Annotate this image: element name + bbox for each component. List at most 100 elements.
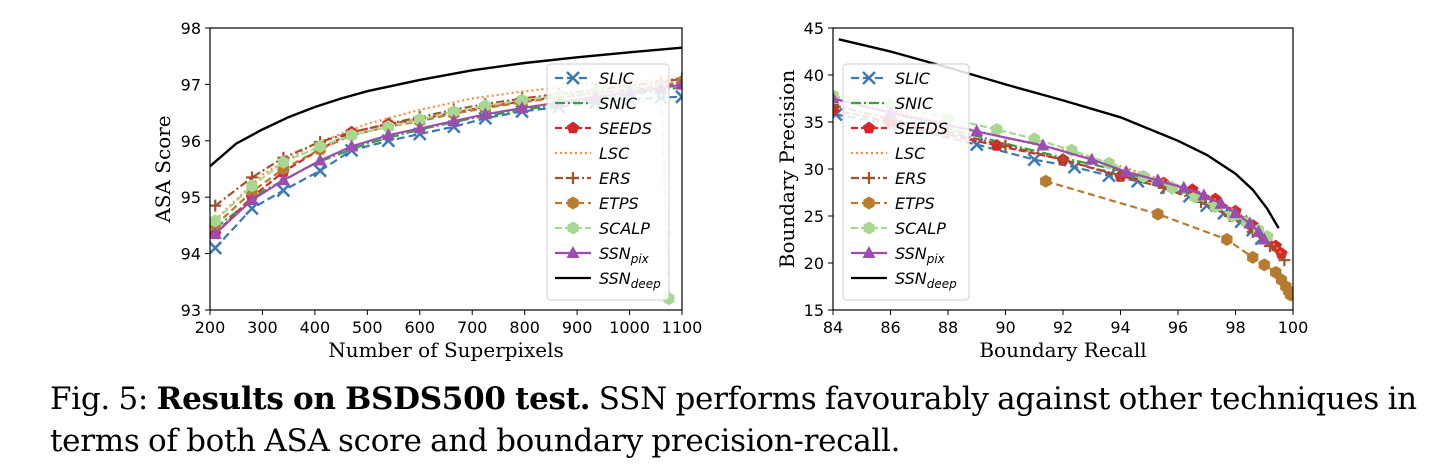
legend-label-ers: ERS [895,169,926,188]
legend-label-lsc: LSC [599,144,630,163]
point-etps [1258,258,1270,272]
figure: 200 300 400 500 600 700 800 900 1000 1100 93 94 95 96… [151,19,1308,362]
y-axis-label: ASA Score [151,115,175,223]
point-ssn-pix [1229,206,1242,219]
legend-marker-ers [863,172,875,184]
point-ers [210,199,222,212]
legend-marker-etps [567,196,579,210]
legend-label-etps: ETPS [599,194,639,213]
point-scalp [414,112,426,126]
legend-label-seeds: SEEDS [895,119,948,138]
x-tick-label: 600 [405,318,436,337]
point-ssn-pix [833,91,840,104]
y-axis-label: Boundary Precision [775,70,799,269]
caption-label: Fig. 5: [50,381,149,417]
point-slic [1102,168,1116,183]
point-ssn-pix [970,124,984,137]
point-ssn-pix [313,153,327,166]
point-ssn-pix [478,107,492,120]
chart-1: 200 300 400 500 600 700 800 900 1000 1100 93 94 95 96… [151,19,702,362]
x-tick-label: 900 [562,318,593,337]
legend-label-scalp: SCALP [895,219,946,238]
x-axis-label: Number of Superpixels [328,338,563,362]
point-slic [1027,152,1042,167]
x-tick-label: 100 [1278,318,1309,337]
point-ssn-pix [245,193,259,206]
point-ssn-pix [381,128,395,141]
point-scalp [277,155,290,169]
point-ssn-pix [675,77,682,90]
point-scalp [448,105,460,118]
point-ssn-pix [210,226,222,239]
point-scalp [479,99,491,113]
y-tick-label: 95 [181,188,201,207]
y-tick-label: 94 [181,245,201,264]
y-tick-label: 40 [804,66,824,85]
chart-2: 84 86 88 90 92 94 96 98 100 15 20 25 30 35 40 45 Boundar… [775,19,1308,362]
legend-label-slic: SLIC [895,69,931,88]
y-tick-label: 25 [804,207,824,226]
point-ssn-pix [413,121,427,134]
y-tick-label: 35 [804,113,824,132]
point-ers [1264,240,1276,253]
x-tick-label: 86 [880,318,900,337]
x-tick-label: 200 [195,318,226,337]
legend-marker-ssn-pix [566,246,580,258]
axes-frame [209,27,683,311]
point-ssn-pix [276,173,290,186]
point-ssn-pix [1252,224,1265,237]
point-ssn-pix [1197,188,1211,201]
series-etps [1040,174,1293,302]
x-tick-label: 700 [457,318,488,337]
series-ssn-deep [210,46,682,168]
legend-marker-slic [862,71,876,85]
figure-caption: Fig. 5: Results on BSDS500 test. SSN per… [50,378,1450,462]
y-tick-label: 30 [804,160,824,179]
y-tick-label: 96 [181,132,201,151]
series-ssn-pix [833,91,1271,245]
point-etps [1040,174,1052,188]
legend-marker-slic [566,71,580,85]
x-tick-label: 400 [300,318,331,337]
point-ssn-pix [447,114,461,127]
figure-svg: 200 300 400 500 600 700 800 900 1000 1100 93 94 95 96… [151,19,1308,362]
legend: SLIC SNIC SEEDS LSC ERS ETPS SCALP SSNpix SSNdee… [842,63,970,301]
y-tick-label: 45 [804,19,824,38]
legend-marker-scalp [863,221,875,235]
legend-label-ssn-deep: SSNdeep [895,269,957,291]
point-scalp [346,128,358,142]
x-tick-label: 500 [352,318,383,337]
legend-marker-scalp [567,221,579,235]
legend-box [546,63,670,301]
legend-marker-seeds [566,121,580,134]
series-line-ssn-deep [210,46,682,168]
legend-label-snic: SNIC [895,94,934,113]
y-tick-label: 97 [181,75,201,94]
point-slic [313,163,328,178]
x-tick-label: 98 [1225,318,1245,337]
caption-text: SSN performs favourably against other te… [50,381,1417,459]
legend-label-ssn-pix: SSNpix [895,244,946,266]
x-tick-label: 90 [995,318,1015,337]
legend-label-ers: ERS [599,169,630,188]
series-line-etps [1045,180,1292,296]
x-tick-label: 800 [509,318,540,337]
legend-label-ssn-deep: SSNdeep [599,269,661,291]
point-ssn-pix [1243,216,1257,229]
x-tick-label: 1100 [662,318,703,337]
point-ssn-pix [1151,173,1165,186]
point-ssn-pix [1036,138,1050,151]
point-ssn-pix [345,139,359,152]
x-tick-label: 96 [1168,318,1188,337]
y-tick-label: 15 [804,301,824,320]
legend-label-lsc: LSC [895,144,926,163]
point-scalp [516,93,528,107]
point-etps [1221,233,1233,246]
legend-marker-ers [567,172,579,184]
legend-label-etps: ETPS [895,194,935,213]
point-scalp [246,179,258,193]
point-ssn-pix [1214,196,1228,209]
x-axis-label: Boundary Recall [979,338,1146,362]
point-ssn-pix [1085,152,1099,165]
point-slic [210,241,223,255]
